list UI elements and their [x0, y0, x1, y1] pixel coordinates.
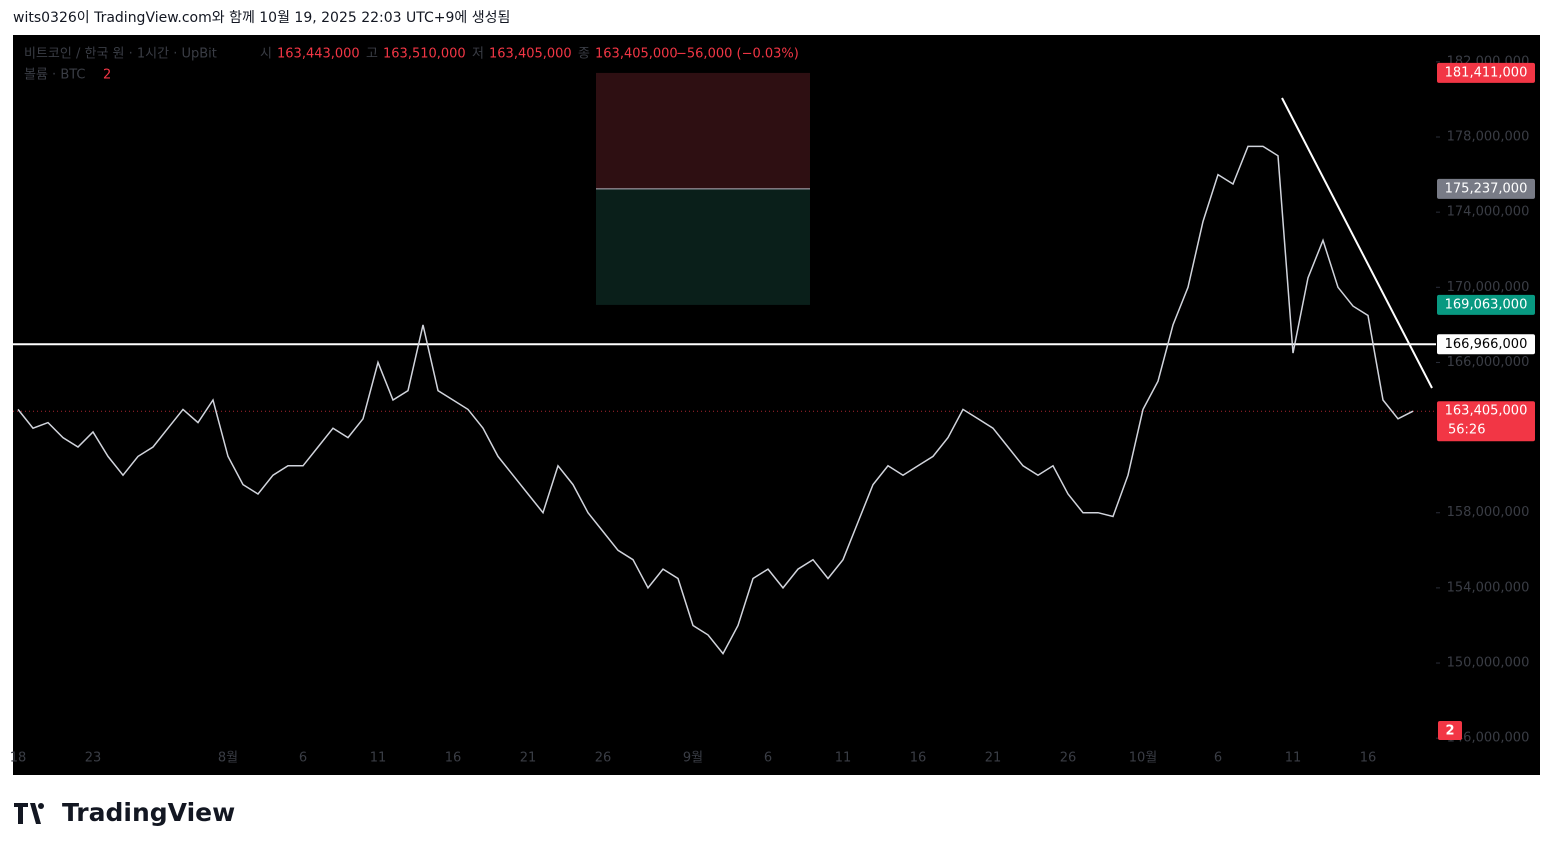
y-tick-label: 174,000,000 [1447, 205, 1530, 220]
y-tick-label: 178,000,000 [1447, 130, 1530, 145]
x-tick-label: 26 [1060, 751, 1077, 766]
target-label-box [1437, 62, 1535, 83]
ohlc-prefix: 고 [366, 47, 378, 62]
x-tick-label: 16 [445, 751, 462, 766]
y-tick-label: 158,000,000 [1447, 505, 1530, 520]
hline-label-box [1437, 334, 1535, 355]
ohlc-prefix: 저 [472, 47, 484, 62]
x-tick-label: 6 [764, 751, 772, 766]
trend-line [1281, 97, 1433, 389]
x-tick-label: 21 [985, 751, 1002, 766]
badge: 2 [1445, 724, 1454, 739]
last-price-box [1437, 401, 1535, 442]
x-tick-label: 8월 [218, 751, 238, 766]
x-tick-label: 11 [370, 751, 387, 766]
countdown: 56:26 [1448, 423, 1485, 438]
x-tick-label: 6 [299, 751, 307, 766]
x-tick-label: 16 [1360, 751, 1377, 766]
entry-label-box [1437, 178, 1535, 199]
volume-value: 2 [103, 68, 111, 83]
ohlc-value: 163,405,000 [489, 47, 572, 62]
brand-logo: TradingView [14, 798, 235, 827]
badge-box [1438, 721, 1462, 740]
ohlc-prefix: 종 [578, 47, 590, 62]
header-text: wits0326이 TradingView.com와 함께 10월 19, 20… [13, 10, 510, 26]
x-tick-label: 18 [10, 751, 27, 766]
x-tick-label: 21 [520, 751, 537, 766]
change: −56,000 (−0.03%) [676, 47, 799, 62]
x-tick-label: 16 [910, 751, 927, 766]
target-zone [596, 72, 810, 189]
last-price-label: 163,405,000 [1445, 404, 1528, 419]
ohlc-value: 163,443,000 [277, 47, 360, 62]
ohlc-value: 163,510,000 [383, 47, 466, 62]
y-tick-label: 170,000,000 [1447, 280, 1530, 295]
x-tick-label: 26 [595, 751, 612, 766]
symbol: 비트코인 / 한국 원 · 1시간 · UpBit [24, 47, 217, 62]
x-tick-label: 6 [1214, 751, 1222, 766]
stop-label: 169,063,000 [1445, 297, 1528, 312]
y-tick-label: 154,000,000 [1447, 580, 1530, 595]
ohlc-prefix: 시 [260, 47, 272, 62]
target-label: 181,411,000 [1445, 65, 1528, 80]
price-line [17, 145, 1414, 655]
x-tick-label: 23 [85, 751, 102, 766]
ohlc-value: 163,405,000 [595, 47, 678, 62]
entry-label: 175,237,000 [1445, 181, 1528, 196]
x-tick-label: 11 [1285, 751, 1302, 766]
x-tick-label: 9월 [683, 751, 703, 766]
x-tick-label: 10월 [1129, 751, 1158, 766]
stop-label-box [1437, 294, 1535, 315]
x-tick-label: 11 [835, 751, 852, 766]
y-tick-label: 150,000,000 [1447, 656, 1530, 671]
hline-label: 166,966,000 [1445, 337, 1528, 352]
stop-zone [596, 188, 810, 305]
y-tick-label: 166,000,000 [1447, 355, 1530, 370]
y-tick-label: 146,000,000 [1447, 731, 1530, 746]
brand-name: TradingView [62, 798, 235, 827]
volume-label: 볼륨 · BTC [24, 68, 86, 83]
